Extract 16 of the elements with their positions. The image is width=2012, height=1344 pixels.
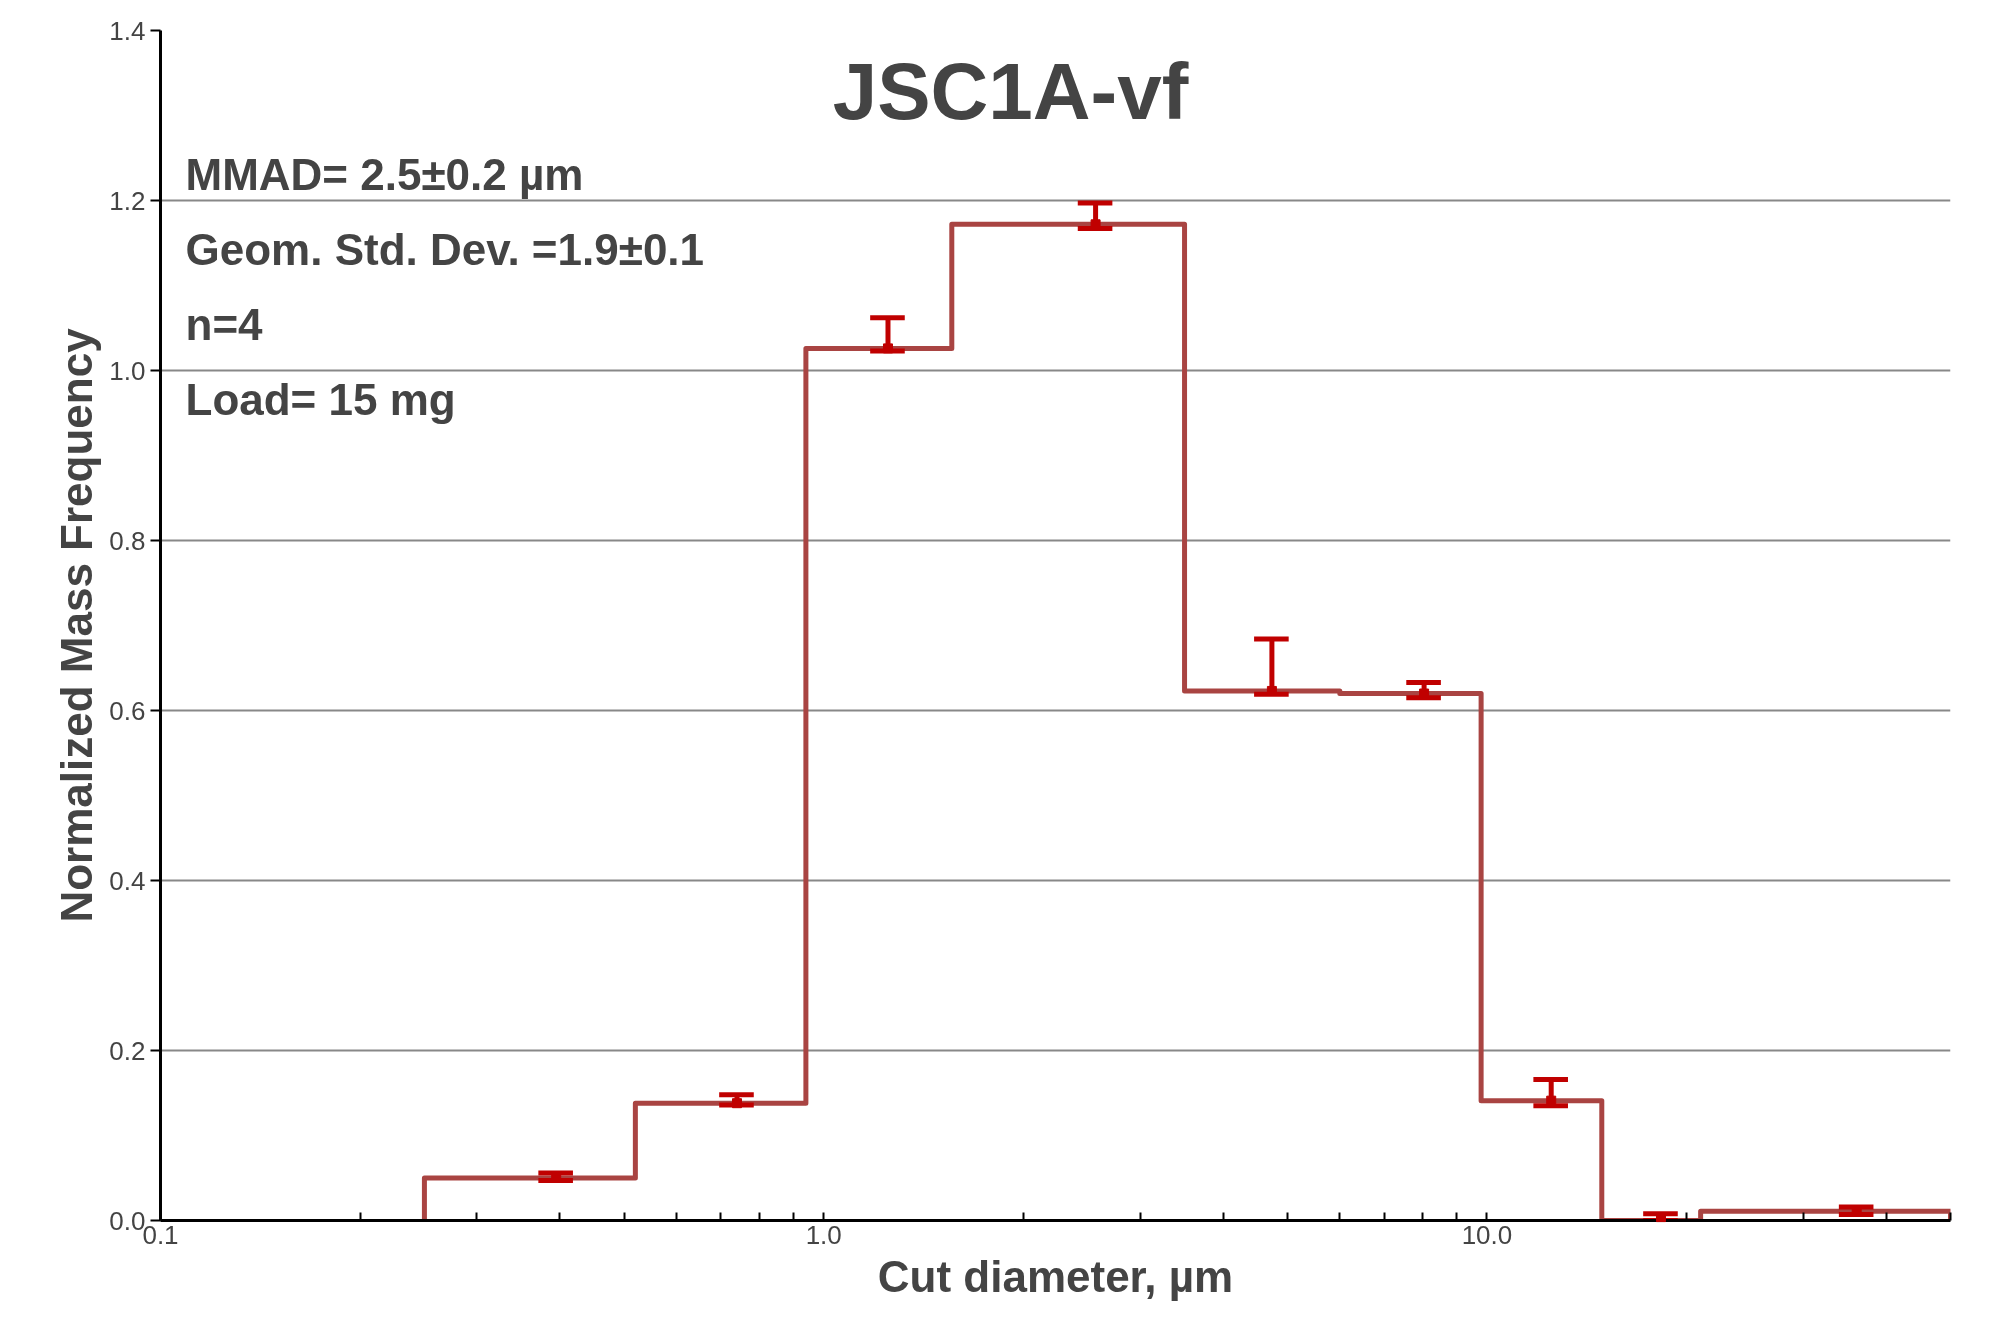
y-tick-label: 0.4 [109,865,146,896]
annotation: MMAD= 2.5±0.2 µm [185,149,584,199]
y-tick-label: 1.4 [109,15,146,46]
y-axis-title: Normalized Mass Frequency [52,327,102,923]
annotation: Load= 15 mg [185,374,456,424]
x-axis-title: Cut diameter, µm [877,1251,1234,1301]
annotation: n=4 [185,299,264,349]
x-tick-label: 10.0 [1461,1219,1513,1250]
y-tick-label: 1.2 [109,185,146,216]
chart-title: JSC1A-vf [832,46,1189,136]
y-tick-label: 0.8 [109,525,146,556]
x-tick-label: 1.0 [805,1219,842,1250]
y-tick-label: 0.6 [109,695,146,726]
y-tick-label: 1.0 [109,355,146,386]
annotation: Geom. Std. Dev. =1.9±0.1 [185,224,705,274]
y-tick-label: 0.2 [109,1035,146,1066]
